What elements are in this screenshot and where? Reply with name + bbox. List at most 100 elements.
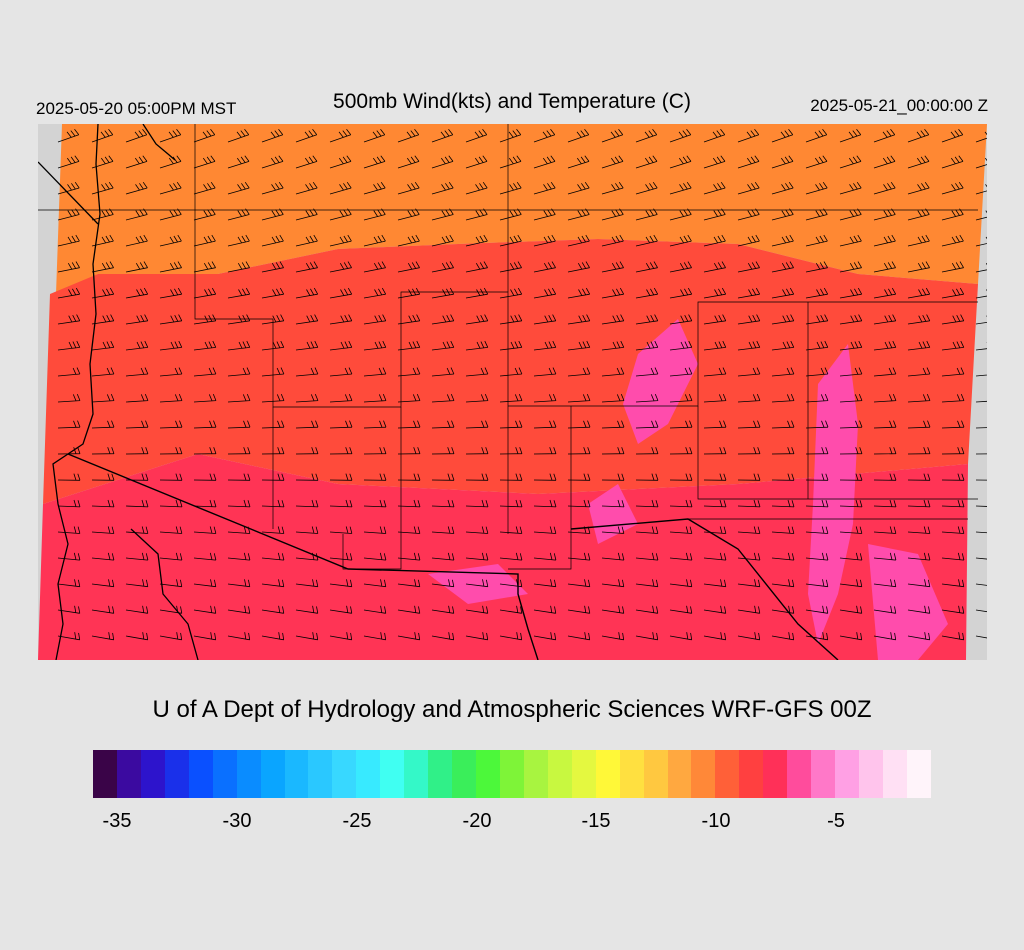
wind-barb <box>329 552 353 561</box>
wind-barb <box>839 208 862 221</box>
wind-barb <box>125 499 149 508</box>
wind-barb <box>567 208 590 221</box>
wind-barb <box>873 447 897 455</box>
wind-barb <box>91 367 115 377</box>
wind-barb <box>91 552 115 561</box>
wind-barb <box>635 579 659 588</box>
wind-barb <box>193 129 216 143</box>
wind-barb <box>601 499 625 508</box>
wind-barb <box>873 314 897 325</box>
wind-barb <box>227 420 251 429</box>
wind-barb <box>193 632 217 641</box>
wind-barb <box>57 393 81 403</box>
wind-barb <box>125 579 149 588</box>
wind-barb <box>839 420 863 429</box>
wind-barb <box>295 155 318 169</box>
wind-barb <box>397 234 420 247</box>
wind-barb <box>771 473 795 481</box>
mexico-border <box>570 518 839 660</box>
wind-barb <box>805 420 829 429</box>
wind-barb <box>329 314 353 325</box>
wind-barb <box>295 287 319 299</box>
init-time-label: 2025-05-21_00:00:00 Z <box>810 96 988 115</box>
wind-barb <box>669 314 693 325</box>
colorbar-swatch <box>859 750 883 798</box>
wind-barb <box>635 420 659 429</box>
temp-zone-warm-pocket <box>588 484 638 544</box>
wind-barb <box>57 340 81 351</box>
wind-barb <box>159 499 183 508</box>
wind-barb <box>397 579 421 588</box>
wind-barb <box>193 181 216 195</box>
wind-barb <box>703 234 726 247</box>
wind-barb <box>941 447 965 455</box>
wind-barb <box>737 261 760 273</box>
wind-barb <box>431 499 455 508</box>
wind-barbs <box>57 129 987 641</box>
wind-barb <box>737 314 761 325</box>
wind-barb <box>363 579 387 588</box>
temp-zone-warm-pocket <box>808 344 858 644</box>
wind-barb <box>499 393 523 403</box>
wind-barb <box>329 340 353 351</box>
wind-barb <box>261 181 284 195</box>
colorbar-swatch <box>260 750 285 798</box>
colorbar-swatch <box>404 750 429 798</box>
wind-barb <box>499 632 523 641</box>
wind-barb <box>975 131 987 143</box>
wind-barb <box>499 234 522 247</box>
wind-barb <box>873 208 896 221</box>
wind-barb <box>295 129 318 143</box>
wind-barb <box>295 526 319 534</box>
wind-barb <box>635 367 659 377</box>
wind-barb <box>601 314 625 325</box>
wind-barb <box>397 447 421 455</box>
wind-barb <box>669 340 693 351</box>
wind-barb <box>907 393 931 403</box>
wind-barb <box>57 208 80 221</box>
wind-barb <box>261 208 284 221</box>
wind-barb <box>227 473 251 481</box>
wind-barb <box>363 181 386 195</box>
wind-barb <box>703 447 727 455</box>
wind-barb <box>91 340 115 351</box>
wind-barb <box>635 314 659 325</box>
wind-barb <box>975 479 987 481</box>
wind-barb <box>601 526 625 534</box>
wind-barb <box>567 420 591 429</box>
wind-barb <box>601 605 625 614</box>
wind-barb <box>839 552 863 561</box>
wind-barb <box>635 340 659 351</box>
wind-barb <box>227 605 251 614</box>
wind-barb <box>771 129 794 143</box>
wind-barb <box>363 605 387 614</box>
state-border <box>194 124 509 534</box>
wind-barb <box>57 287 81 299</box>
wind-barb <box>771 155 794 169</box>
wind-barb <box>533 632 557 641</box>
wind-barb <box>975 531 987 534</box>
wind-barb <box>771 499 795 508</box>
wind-barb <box>329 632 353 641</box>
wind-barb <box>635 447 659 455</box>
wind-barb <box>737 155 760 169</box>
wind-barb <box>125 367 149 377</box>
colorbar-tick-label: -30 <box>222 810 252 832</box>
wind-barb <box>295 499 319 508</box>
wind-barb <box>805 552 829 561</box>
wind-barb <box>125 129 148 143</box>
wind-barb <box>941 314 965 325</box>
wind-barb <box>839 287 863 299</box>
wind-barb <box>397 473 421 481</box>
wind-barb <box>567 314 591 325</box>
wind-barb <box>329 234 352 247</box>
wind-barb <box>975 210 987 221</box>
wind-barb <box>91 129 114 143</box>
colorbar-swatch <box>571 750 596 798</box>
wind-barb <box>125 287 149 299</box>
wind-barb <box>227 447 251 455</box>
wind-barb <box>669 287 693 299</box>
wind-barb <box>329 526 353 534</box>
wind-barb <box>703 552 727 561</box>
wind-barb <box>431 447 455 455</box>
